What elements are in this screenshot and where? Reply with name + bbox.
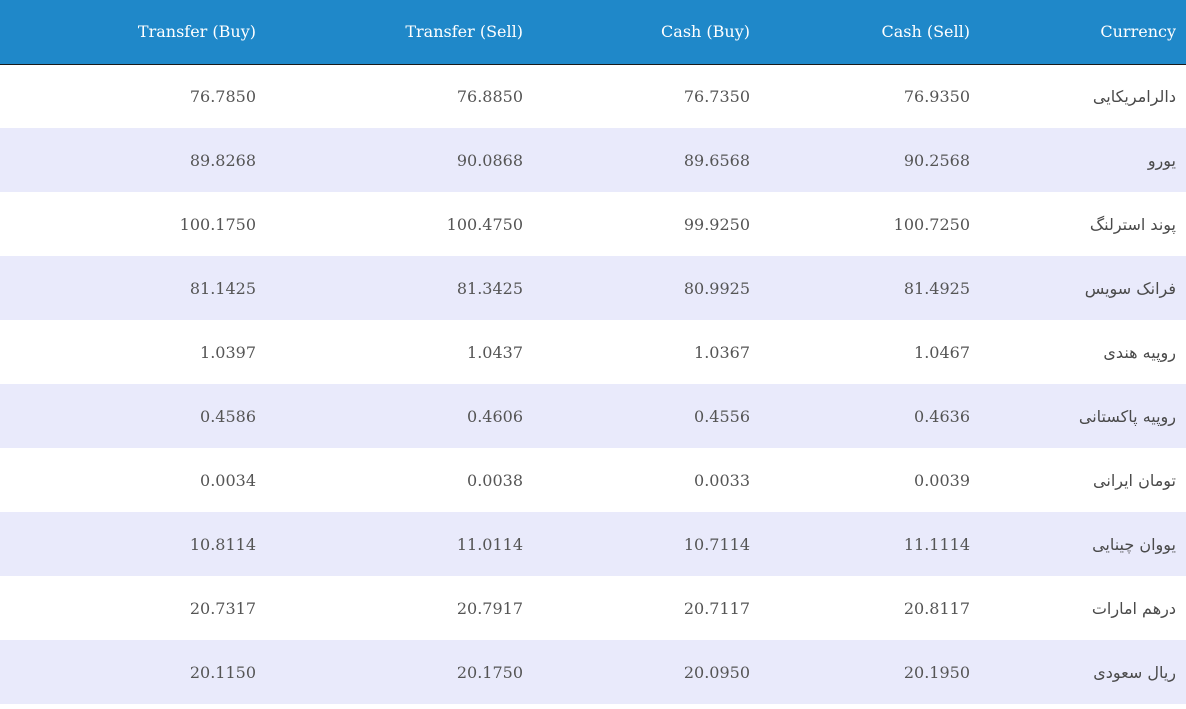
header-currency: Currency (970, 0, 1186, 65)
cell-cash-sell: 0.0039 (914, 470, 970, 490)
header-transfer-buy: Transfer (Buy) (0, 0, 256, 65)
table-row: 20.7317 20.7917 20.7117 20.8117 درهم اما… (0, 576, 1186, 640)
cell-currency: دالرامریکایی (1092, 86, 1176, 106)
cell-transfer-buy: 20.7317 (189, 598, 256, 618)
cell-cash-sell: 90.2568 (903, 150, 970, 170)
cell-cash-sell: 100.7250 (893, 214, 970, 234)
cell-cash-sell: 1.0467 (914, 342, 970, 362)
cell-cash-buy: 0.4556 (694, 406, 750, 426)
cell-transfer-buy: 76.7850 (189, 86, 256, 106)
cell-cash-sell: 11.1114 (903, 534, 970, 554)
cell-currency: یورو (1147, 150, 1176, 170)
cell-cash-buy: 1.0367 (694, 342, 750, 362)
table-body: 76.7850 76.8850 76.7350 76.9350 دالرامری… (0, 64, 1186, 704)
cell-currency: درهم امارات (1091, 598, 1176, 618)
cell-transfer-buy: 10.8114 (189, 534, 256, 554)
cell-transfer-sell: 20.1750 (456, 662, 523, 682)
cell-cash-buy: 20.7117 (683, 598, 750, 618)
table-row: 76.7850 76.8850 76.7350 76.9350 دالرامری… (0, 64, 1186, 128)
cell-cash-sell: 81.4925 (903, 278, 970, 298)
cell-transfer-sell: 100.4750 (446, 214, 523, 234)
cell-transfer-buy: 100.1750 (179, 214, 256, 234)
cell-cash-buy: 99.9250 (683, 214, 750, 234)
header-cash-buy: Cash (Buy) (523, 0, 750, 65)
header-row: Transfer (Buy) Transfer (Sell) Cash (Buy… (0, 0, 1186, 65)
cell-cash-sell: 76.9350 (903, 86, 970, 106)
cell-cash-buy: 20.0950 (683, 662, 750, 682)
cell-transfer-buy: 1.0397 (200, 342, 256, 362)
cell-transfer-sell: 0.4606 (467, 406, 523, 426)
table-row: 0.0034 0.0038 0.0033 0.0039 تومان ایرانی (0, 448, 1186, 512)
table-row: 81.1425 81.3425 80.9925 81.4925 فرانک سو… (0, 256, 1186, 320)
table-row: 0.4586 0.4606 0.4556 0.4636 روپیه پاکستا… (0, 384, 1186, 448)
table-row: 89.8268 90.0868 89.6568 90.2568 یورو (0, 128, 1186, 192)
cell-transfer-sell: 76.8850 (456, 86, 523, 106)
cell-currency: پوند استرلنگ (1089, 214, 1176, 234)
cell-transfer-buy: 20.1150 (189, 662, 256, 682)
table-header: Transfer (Buy) Transfer (Sell) Cash (Buy… (0, 0, 1186, 65)
cell-currency: ریال سعودی (1093, 662, 1176, 682)
cell-cash-sell: 20.8117 (903, 598, 970, 618)
cell-transfer-sell: 20.7917 (456, 598, 523, 618)
cell-transfer-buy: 89.8268 (189, 150, 256, 170)
table-row: 20.1150 20.1750 20.0950 20.1950 ریال سعو… (0, 640, 1186, 704)
cell-transfer-sell: 81.3425 (456, 278, 523, 298)
header-cash-sell: Cash (Sell) (750, 0, 970, 65)
cell-cash-sell: 20.1950 (903, 662, 970, 682)
cell-cash-buy: 80.9925 (683, 278, 750, 298)
cell-currency: روپیه هندی (1103, 342, 1176, 362)
cell-cash-buy: 10.7114 (683, 534, 750, 554)
table-row: 1.0397 1.0437 1.0367 1.0467 روپیه هندی (0, 320, 1186, 384)
cell-transfer-sell: 1.0437 (467, 342, 523, 362)
cell-currency: تومان ایرانی (1093, 470, 1176, 490)
cell-transfer-buy: 81.1425 (189, 278, 256, 298)
cell-transfer-buy: 0.4586 (200, 406, 256, 426)
cell-transfer-sell: 0.0038 (467, 470, 523, 490)
cell-cash-sell: 0.4636 (914, 406, 970, 426)
header-transfer-sell: Transfer (Sell) (256, 0, 523, 65)
cell-cash-buy: 89.6568 (683, 150, 750, 170)
cell-currency: روپیه پاکستانی (1078, 406, 1176, 426)
cell-cash-buy: 0.0033 (694, 470, 750, 490)
table-row: 10.8114 11.0114 10.7114 11.1114 یووان چی… (0, 512, 1186, 576)
cell-currency: یووان چینایی (1092, 534, 1176, 554)
cell-transfer-sell: 90.0868 (456, 150, 523, 170)
cell-transfer-buy: 0.0034 (200, 470, 256, 490)
cell-cash-buy: 76.7350 (683, 86, 750, 106)
table-row: 100.1750 100.4750 99.9250 100.7250 پوند … (0, 192, 1186, 256)
cell-transfer-sell: 11.0114 (456, 534, 523, 554)
cell-currency: فرانک سویس (1084, 278, 1176, 298)
